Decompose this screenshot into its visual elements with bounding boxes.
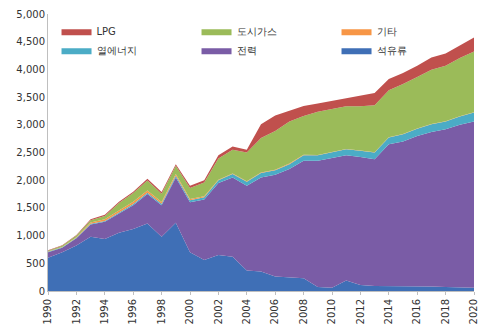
svg-text:전력: 전력 [237, 45, 257, 56]
svg-text:2018: 2018 [440, 299, 451, 324]
svg-text:0: 0 [39, 286, 45, 297]
svg-text:2020: 2020 [468, 299, 479, 324]
svg-text:2014: 2014 [383, 299, 394, 324]
svg-text:2,500: 2,500 [16, 147, 45, 158]
svg-text:LPG: LPG [97, 26, 116, 37]
svg-text:4,000: 4,000 [16, 64, 45, 75]
svg-text:2008: 2008 [298, 299, 309, 324]
svg-text:3,000: 3,000 [16, 119, 45, 130]
svg-text:1996: 1996 [127, 299, 138, 324]
svg-text:석유류: 석유류 [377, 45, 407, 56]
svg-text:1992: 1992 [71, 299, 82, 324]
svg-text:2016: 2016 [411, 299, 422, 324]
svg-text:2000: 2000 [184, 299, 195, 324]
svg-text:2006: 2006 [269, 299, 280, 324]
svg-text:도시가스: 도시가스 [237, 26, 277, 37]
svg-text:5,000: 5,000 [16, 9, 45, 20]
svg-text:500: 500 [26, 258, 45, 269]
svg-text:1994: 1994 [99, 299, 110, 324]
svg-text:2010: 2010 [326, 299, 337, 324]
svg-text:3,500: 3,500 [16, 92, 45, 103]
svg-text:2012: 2012 [355, 299, 366, 324]
svg-text:1,500: 1,500 [16, 202, 45, 213]
svg-text:1,000: 1,000 [16, 230, 45, 241]
svg-text:1990: 1990 [42, 299, 53, 324]
svg-text:2002: 2002 [213, 299, 224, 324]
svg-text:2004: 2004 [241, 299, 252, 324]
svg-text:2,000: 2,000 [16, 175, 45, 186]
svg-text:1998: 1998 [156, 299, 167, 324]
svg-text:기타: 기타 [377, 26, 397, 37]
svg-text:열에너지: 열에너지 [97, 45, 137, 56]
svg-text:4,500: 4,500 [16, 36, 45, 47]
